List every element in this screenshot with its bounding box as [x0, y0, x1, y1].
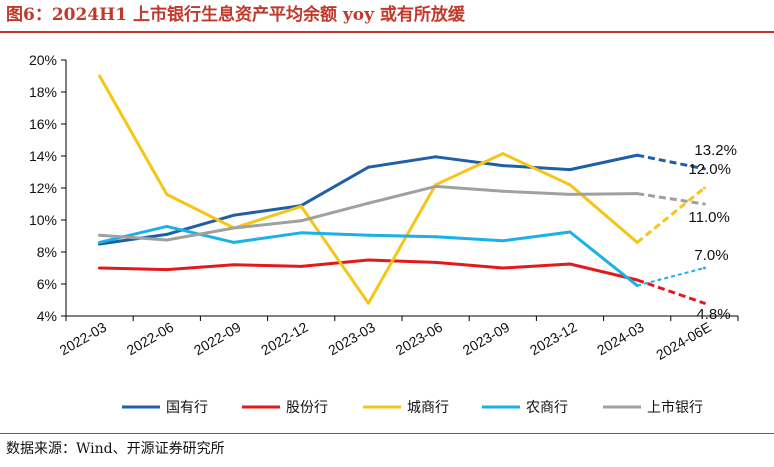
data-point	[232, 240, 236, 244]
data-point	[366, 165, 370, 169]
line-chart: 4% 6% 8% 10% 12% 14% 16% 18% 20% 2022-03 2022-06 20…	[29, 52, 739, 416]
y-tick-label: 14%	[29, 148, 57, 164]
data-point	[635, 192, 639, 196]
y-tick-label: 10%	[29, 212, 57, 228]
legend-label: 国有行	[166, 400, 208, 416]
series-estimate-line-5	[636, 192, 705, 206]
data-point	[299, 264, 303, 268]
data-point	[434, 155, 438, 159]
series-line-2	[98, 258, 639, 282]
y-tick-label: 12%	[29, 180, 57, 196]
x-tick-label: 2022-12	[258, 319, 311, 359]
legend-label: 城商行	[407, 400, 449, 416]
data-point	[165, 238, 169, 242]
data-point	[434, 235, 438, 239]
data-point	[366, 301, 370, 305]
legend-label: 上市银行	[647, 399, 703, 416]
data-point	[635, 284, 639, 288]
data-point	[434, 260, 438, 264]
data-point	[568, 168, 572, 172]
data-point	[98, 74, 102, 78]
data-point	[299, 219, 303, 223]
y-tick-label: 6%	[37, 276, 57, 292]
x-tick-label: 2022-09	[191, 319, 244, 359]
data-point	[568, 192, 572, 196]
x-tick-label: 2023-09	[460, 319, 513, 359]
y-tick-label: 4%	[37, 308, 57, 324]
data-point	[366, 201, 370, 205]
data-label-end: 7.0%	[694, 247, 728, 264]
data-point	[702, 186, 706, 190]
x-tick-label: 2023-03	[325, 319, 378, 359]
x-tick-label: 2022-03	[57, 319, 110, 359]
data-point	[501, 266, 505, 270]
x-tick-label: 2022-06	[124, 319, 177, 359]
data-point	[501, 239, 505, 243]
data-point	[366, 233, 370, 237]
source-note: 数据来源：Wind、开源证券研究所	[6, 441, 225, 457]
y-tick-label: 16%	[29, 116, 57, 132]
legend-label: 农商行	[526, 400, 568, 416]
data-point	[232, 226, 236, 230]
data-point	[501, 152, 505, 156]
title-divider	[0, 31, 774, 33]
data-point	[568, 183, 572, 187]
y-tick-label: 18%	[29, 84, 57, 100]
data-point	[165, 232, 169, 236]
footer-divider	[0, 433, 774, 434]
data-point	[366, 258, 370, 262]
data-point	[299, 204, 303, 208]
data-point	[232, 213, 236, 217]
data-point	[165, 268, 169, 272]
legend-label: 股份行	[286, 400, 328, 416]
data-point	[501, 164, 505, 168]
series-estimate-line-2	[636, 278, 705, 305]
data-point	[635, 240, 639, 244]
data-point	[434, 184, 438, 188]
data-point	[702, 167, 706, 171]
x-tick-label: 2023-12	[527, 319, 580, 359]
data-point	[568, 230, 572, 234]
data-point	[568, 262, 572, 266]
data-point	[702, 301, 706, 305]
data-label-end: 4.8%	[696, 306, 730, 323]
data-point	[501, 189, 505, 193]
series-estimate-line-3	[636, 186, 706, 244]
data-point	[98, 266, 102, 270]
data-point	[98, 240, 102, 244]
data-point	[165, 224, 169, 228]
data-point	[98, 233, 102, 237]
x-tick-label: 2023-06	[393, 319, 446, 359]
x-tick-label: 2024-06E	[653, 319, 714, 363]
y-tick-label: 20%	[29, 52, 57, 68]
series-estimate-line-1	[636, 153, 705, 171]
chart-title: 图6：2024H1 上市银行生息资产平均余额 yoy 或有所放缓	[6, 5, 465, 25]
data-point	[702, 202, 706, 206]
series-estimate-line-4	[636, 267, 705, 287]
x-tick-label: 2024-03	[594, 319, 647, 359]
data-point	[299, 231, 303, 235]
data-label-end: 11.0%	[688, 209, 729, 226]
data-point	[635, 153, 639, 157]
data-label-end: 12.0%	[688, 161, 731, 178]
data-point	[232, 263, 236, 267]
y-tick-label: 8%	[37, 244, 57, 260]
data-label-end: 13.2%	[694, 142, 737, 159]
data-point	[635, 278, 639, 282]
data-point	[702, 266, 706, 270]
data-point	[165, 192, 169, 196]
